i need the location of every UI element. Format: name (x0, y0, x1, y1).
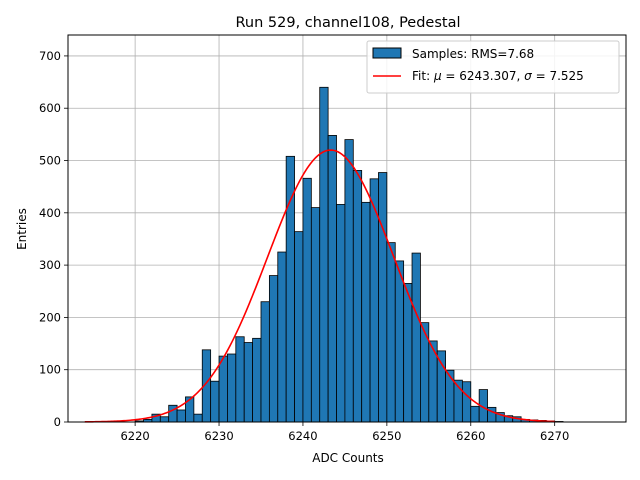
x-tick-label: 6220 (120, 429, 149, 443)
y-tick-label: 400 (39, 206, 61, 220)
y-tick-label: 700 (39, 49, 61, 63)
plot-frame (67, 34, 627, 423)
y-axis-label: Entries (15, 208, 29, 250)
histogram-bar (394, 260, 405, 423)
y-tick-label: 200 (39, 310, 61, 324)
legend-label-fit: Fit: μ = 6243.307, σ = 7.525 (412, 69, 584, 83)
histogram-bar (302, 177, 312, 423)
x-tick-label: 6250 (372, 429, 401, 443)
histogram-bar (445, 369, 455, 423)
histogram-bar (319, 86, 329, 423)
histogram-bars (134, 86, 564, 423)
histogram-bar (310, 207, 321, 423)
histogram-bar (277, 251, 287, 423)
y-tick-label: 500 (39, 154, 61, 168)
fit-curve (84, 149, 555, 423)
x-axis-label: ADC Counts (312, 451, 384, 465)
x-tick-label: 6230 (204, 429, 233, 443)
y-tick-label: 0 (54, 415, 61, 429)
legend-label-samples: Samples: RMS=7.68 (412, 47, 534, 61)
histogram-bar (218, 355, 228, 423)
histogram-bar (159, 416, 170, 423)
y-tick-label: 300 (39, 258, 61, 272)
y-tick-label: 100 (39, 363, 61, 377)
histogram-bar (378, 172, 388, 423)
histogram-bar (327, 135, 337, 423)
histogram-bar (235, 336, 245, 423)
histogram-bar (470, 405, 480, 423)
histogram-bar (185, 396, 195, 423)
histogram-bar (268, 275, 279, 423)
histogram-bar (403, 283, 413, 423)
histogram-bar (361, 201, 371, 423)
histogram-bar (227, 353, 237, 423)
x-axis-ticks: 6220 6230 6240 6250 6260 6270 (120, 422, 569, 443)
x-tick-label: 6260 (456, 429, 485, 443)
legend-swatch-samples (372, 47, 402, 59)
histogram-bar (285, 155, 295, 423)
y-axis-ticks: 0 100 200 300 400 500 600 700 (39, 49, 68, 429)
x-tick-label: 6270 (540, 429, 569, 443)
x-tick-label: 6240 (288, 429, 317, 443)
histogram-bar (193, 413, 203, 423)
histogram-bar (210, 380, 220, 423)
legend: Samples: RMS=7.68 Fit: μ = 6243.307, σ =… (366, 40, 620, 94)
histogram-bar (260, 301, 270, 423)
histogram-bar (176, 409, 186, 423)
fit-curve-layer (84, 149, 555, 423)
legend-box (366, 40, 620, 94)
histogram-bar (243, 342, 254, 423)
histogram-bar (386, 242, 396, 423)
histogram-bar (294, 231, 304, 423)
histogram-bar (352, 170, 363, 423)
histogram-bar (436, 350, 446, 423)
histogram-bar (336, 204, 346, 423)
histogram-bar (461, 381, 472, 423)
y-tick-label: 600 (39, 101, 61, 115)
chart-title: Run 529, channel108, Pedestal (235, 15, 460, 31)
histogram-bar (411, 252, 421, 423)
histogram-bar (252, 337, 262, 423)
histogram-bar (344, 139, 354, 423)
